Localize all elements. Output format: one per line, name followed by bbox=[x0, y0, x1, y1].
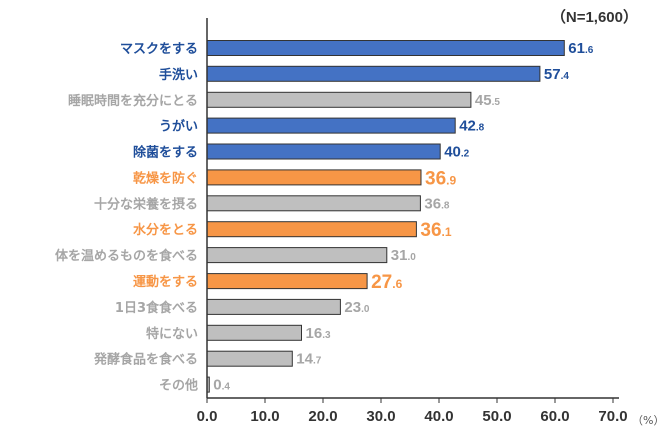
category-label: うがい bbox=[159, 119, 198, 135]
axis-layer: 0.0 10.0 20.0 30.0 40.0 50.0 60.0 70.0 bbox=[197, 18, 628, 425]
sample-size-note: （N=1,600） bbox=[551, 8, 638, 26]
bar bbox=[206, 350, 293, 367]
bar bbox=[206, 91, 472, 108]
x-tick-label: 10.0 bbox=[250, 408, 279, 425]
x-tick-label: 40.0 bbox=[424, 408, 453, 425]
bars-layer: マスクをする 61.6 手洗い 57.4 睡眠時間を充分にとる 45.5 うがい 42.8 除菌… bbox=[55, 40, 594, 394]
bar bbox=[206, 65, 541, 82]
category-label: 運動をする bbox=[133, 274, 198, 290]
bar bbox=[206, 117, 456, 134]
x-tick-label: 30.0 bbox=[366, 408, 395, 425]
bar bbox=[206, 143, 441, 160]
category-label: 特にない bbox=[146, 326, 198, 342]
bar bbox=[206, 247, 388, 264]
bar bbox=[206, 195, 421, 212]
category-label: その他 bbox=[159, 378, 198, 394]
category-label: 乾燥を防ぐ bbox=[133, 170, 198, 186]
category-label: 水分をとる bbox=[133, 222, 198, 238]
value-label: 36.8 bbox=[424, 195, 449, 212]
bar bbox=[206, 273, 368, 290]
value-label: 31.0 bbox=[391, 247, 416, 264]
category-label: 十分な栄養を摂る bbox=[94, 196, 198, 212]
category-label: 除菌をする bbox=[133, 145, 198, 161]
bar bbox=[206, 40, 565, 56]
value-label: 16.3 bbox=[306, 325, 331, 342]
bar bbox=[206, 298, 341, 315]
x-tick-label: 20.0 bbox=[308, 408, 337, 425]
bar bbox=[206, 221, 417, 238]
value-label: 23.0 bbox=[344, 299, 369, 316]
x-tick-label: 0.0 bbox=[197, 408, 218, 425]
category-label: 睡眠時間を充分にとる bbox=[68, 93, 198, 109]
category-label: 手洗い bbox=[159, 67, 198, 83]
value-label: 42.8 bbox=[459, 118, 484, 135]
value-label: 0.4 bbox=[213, 377, 230, 394]
category-label: 1日3食食べる bbox=[115, 300, 198, 316]
category-label: 発酵食品を食べる bbox=[93, 352, 198, 368]
category-label: マスクをする bbox=[120, 42, 198, 57]
value-label: 14.7 bbox=[296, 351, 321, 368]
bar bbox=[206, 324, 302, 341]
x-tick-label: 50.0 bbox=[482, 408, 511, 425]
unit-label: （%） bbox=[632, 414, 660, 427]
value-label: 57.4 bbox=[544, 66, 569, 83]
value-label: 40.2 bbox=[444, 144, 469, 161]
value-label: 27.6 bbox=[371, 272, 402, 293]
category-label: 体を温めるものを食べる bbox=[55, 248, 198, 264]
bar bbox=[206, 169, 422, 186]
value-label: 61.6 bbox=[568, 40, 593, 57]
x-tick-label: 60.0 bbox=[540, 408, 569, 425]
value-label: 36.1 bbox=[420, 220, 451, 241]
value-label: 36.9 bbox=[425, 168, 456, 189]
value-label: 45.5 bbox=[475, 92, 500, 109]
x-tick-label: 70.0 bbox=[598, 408, 627, 425]
